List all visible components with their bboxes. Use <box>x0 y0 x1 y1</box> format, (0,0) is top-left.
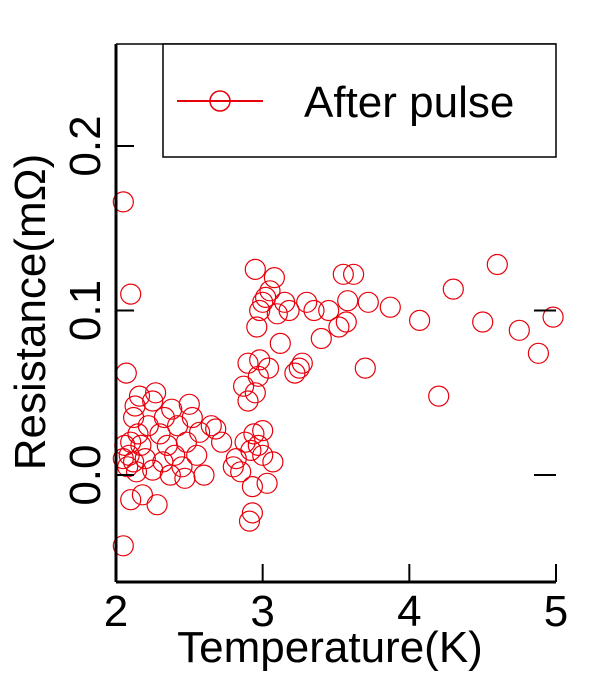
data-point <box>130 434 152 456</box>
data-point <box>128 385 151 407</box>
y-tick-label: 0.2 <box>61 115 110 176</box>
y-tick-label: 0.1 <box>61 280 110 341</box>
data-point <box>161 398 183 420</box>
data-point <box>145 382 167 404</box>
data-point <box>263 267 285 289</box>
data-point <box>153 406 175 429</box>
data-point <box>131 484 153 506</box>
data-point <box>112 535 134 557</box>
data-point <box>247 434 269 456</box>
data-point <box>257 357 280 379</box>
data-point <box>241 502 263 524</box>
data-point <box>274 291 296 313</box>
data-point <box>164 444 186 466</box>
data-point <box>134 448 156 470</box>
data-point <box>269 332 291 354</box>
data-point <box>252 444 274 466</box>
data-point <box>243 423 265 445</box>
data-point <box>332 263 354 285</box>
data-point <box>318 299 340 322</box>
x-axis-label: Temperature(K) <box>177 623 483 672</box>
data-point <box>193 464 215 486</box>
data-point <box>249 349 271 371</box>
data-point <box>205 418 227 440</box>
data-point <box>291 352 313 374</box>
data-point <box>288 357 310 379</box>
data-point <box>142 390 164 412</box>
legend-marker <box>209 90 231 112</box>
data-point <box>174 467 196 489</box>
data-point <box>211 431 233 453</box>
data-point <box>542 306 564 328</box>
data-point <box>244 258 266 280</box>
data-point <box>244 382 266 404</box>
data-point <box>120 431 142 453</box>
data-point <box>249 299 271 322</box>
data-point <box>115 362 137 384</box>
data-point <box>241 476 263 498</box>
data-points <box>112 191 564 557</box>
data-point <box>343 263 365 285</box>
data-point <box>328 316 350 338</box>
data-point <box>252 420 274 442</box>
data-point <box>200 415 222 437</box>
legend: After pulse <box>162 43 557 158</box>
data-point <box>508 319 530 341</box>
data-point <box>357 291 379 313</box>
data-point <box>238 510 261 532</box>
data-point <box>234 431 256 453</box>
data-point <box>442 278 464 300</box>
data-point <box>259 280 281 302</box>
data-point <box>233 375 255 397</box>
data-point <box>189 421 211 443</box>
data-point <box>149 423 171 445</box>
data-point <box>222 456 244 478</box>
data-point <box>230 461 252 483</box>
data-point <box>303 299 325 322</box>
x-tick-label: 2 <box>104 587 128 636</box>
data-point <box>175 431 197 453</box>
data-point <box>527 342 550 364</box>
data-point <box>252 291 274 313</box>
data-point <box>354 357 376 379</box>
x-tick-label: 4 <box>397 587 421 636</box>
data-point <box>240 439 262 461</box>
data-point <box>296 291 318 313</box>
x-tick-label: 5 <box>544 587 568 636</box>
data-point <box>237 352 259 374</box>
data-point <box>178 393 200 415</box>
data-point <box>112 191 134 213</box>
data-point <box>120 283 142 305</box>
data-point <box>256 472 278 494</box>
y-axis-label: Resistance(mΩ) <box>6 154 55 471</box>
data-point <box>266 303 288 325</box>
data-point <box>310 327 332 350</box>
data-point <box>225 448 247 470</box>
data-point <box>337 290 359 312</box>
data-point <box>237 390 259 412</box>
data-point <box>146 494 168 516</box>
axes <box>114 43 557 584</box>
data-point <box>409 309 431 331</box>
data-point <box>335 311 357 333</box>
data-point <box>486 253 508 276</box>
data-point <box>379 296 401 318</box>
data-point <box>124 395 146 417</box>
x-tick-label: 3 <box>250 587 274 636</box>
tick-labels: 2 3 4 5 0.0 0.1 0.2 <box>61 115 568 636</box>
data-point <box>246 316 268 338</box>
data-point <box>472 311 494 333</box>
data-point <box>428 385 450 407</box>
data-point <box>181 406 203 429</box>
data-point <box>186 444 208 466</box>
data-point <box>171 456 193 478</box>
data-point <box>159 464 181 486</box>
legend-label: After pulse <box>304 78 514 127</box>
y-tick-label: 0.0 <box>61 445 110 506</box>
data-point <box>125 461 148 483</box>
data-point <box>278 299 300 322</box>
data-point <box>262 451 284 473</box>
data-point <box>120 489 142 511</box>
